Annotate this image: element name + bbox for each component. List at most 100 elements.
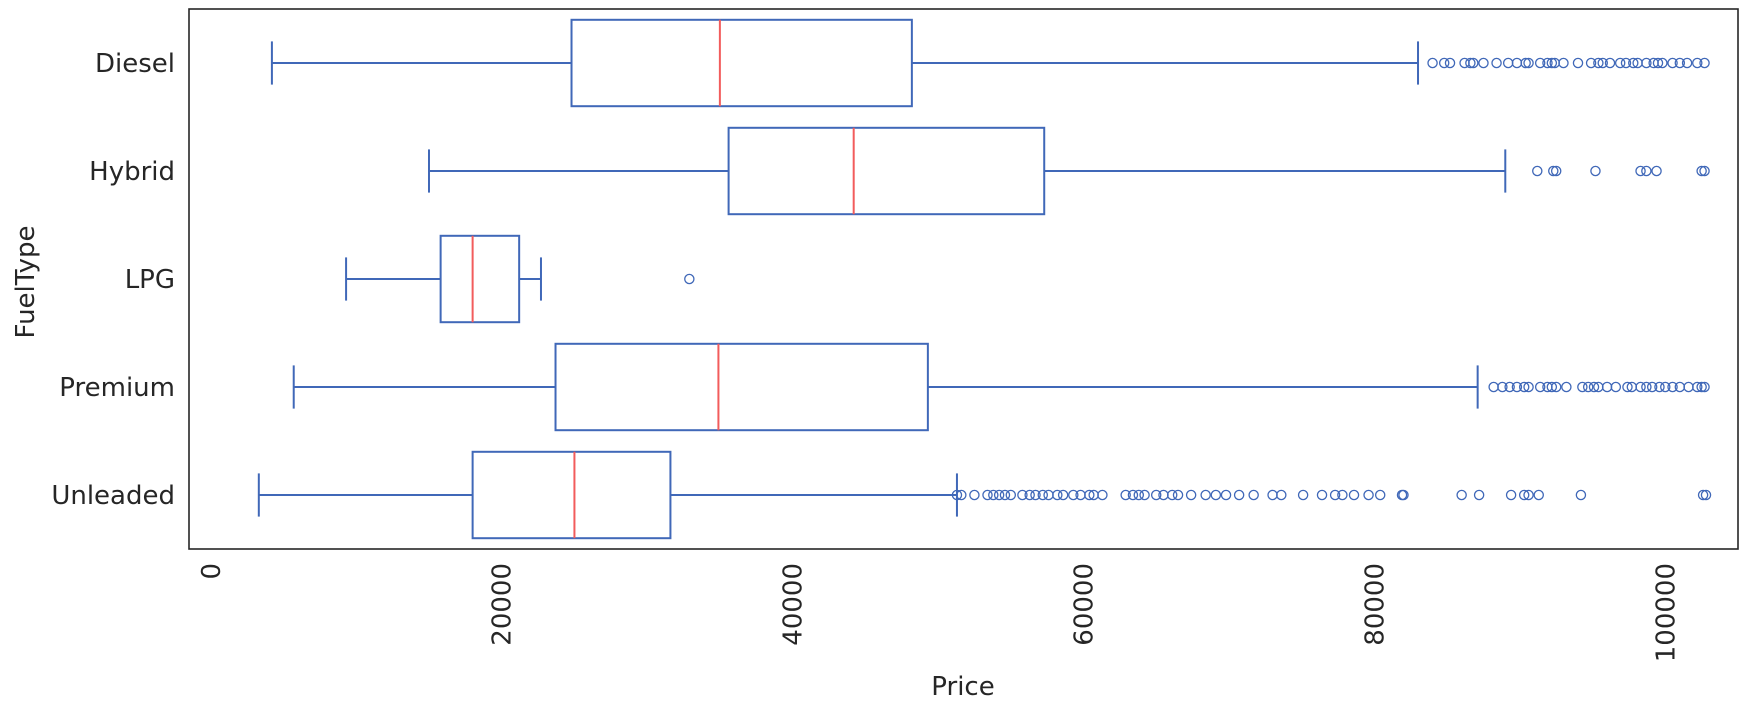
flier-unleaded — [1248, 489, 1259, 501]
x-tick-labels: 0 20000 40000 60000 80000 100000 — [197, 563, 1681, 662]
flier-diesel — [1604, 57, 1616, 69]
flier-premium — [1518, 381, 1530, 393]
flier-unleaded — [1024, 489, 1035, 501]
y-tick-label-premium: Premium — [59, 373, 175, 403]
flier-premium — [1534, 381, 1546, 393]
flier-unleaded — [1052, 489, 1063, 501]
flier-hybrid — [1548, 165, 1559, 177]
flier-diesel — [1546, 57, 1558, 69]
flier-unleaded — [1700, 489, 1712, 501]
y-tick-label-lpg: LPG — [125, 265, 175, 295]
box-lpg — [345, 234, 695, 324]
box-hybrid — [427, 126, 1710, 216]
flier-premium — [1660, 381, 1671, 393]
flier-diesel — [1427, 57, 1438, 69]
flier-unleaded — [1185, 489, 1197, 501]
flier-unleaded — [1297, 489, 1309, 501]
box-diesel — [270, 18, 1710, 108]
flier-premium — [1654, 381, 1665, 393]
flier-diesel — [1502, 57, 1514, 69]
flier-premium — [1577, 381, 1588, 393]
iqr-box-unleaded — [471, 450, 672, 540]
flier-hybrid — [1696, 165, 1707, 177]
flier-unleaded — [1337, 489, 1348, 501]
flier-diesel — [1620, 57, 1632, 69]
iqr-box-lpg — [439, 234, 521, 324]
flier-diesel — [1681, 57, 1693, 69]
flier-hybrid — [1641, 165, 1652, 177]
flier-diesel — [1641, 57, 1652, 69]
flier-premium — [1667, 381, 1678, 393]
flier-premium — [1546, 381, 1558, 393]
flier-unleaded — [1533, 489, 1544, 501]
x-axis-label: Price — [931, 672, 994, 702]
flier-diesel — [1444, 57, 1456, 69]
flier-unleaded — [1505, 489, 1517, 501]
flier-unleaded — [1133, 489, 1145, 501]
flier-lpg — [684, 273, 695, 285]
flier-hybrid — [1651, 165, 1662, 177]
flier-diesel — [1438, 57, 1450, 69]
flier-diesel — [1674, 57, 1686, 69]
flier-unleaded — [1210, 489, 1222, 501]
flier-premium — [1504, 381, 1515, 393]
flier-unleaded — [1233, 489, 1245, 501]
flier-diesel — [1614, 57, 1626, 69]
box-premium — [292, 342, 1710, 432]
flier-unleaded — [1139, 489, 1150, 501]
flier-diesel — [1628, 57, 1639, 69]
flier-premium — [1646, 381, 1658, 393]
flier-unleaded — [1473, 489, 1485, 501]
flier-diesel — [1558, 57, 1569, 69]
flier-unleaded — [1276, 489, 1287, 501]
iqr-box-premium — [554, 342, 929, 432]
flier-unleaded — [1523, 489, 1534, 501]
flier-unleaded — [956, 489, 967, 501]
flier-unleaded — [1030, 489, 1041, 501]
flier-diesel — [1468, 57, 1479, 69]
flier-diesel — [1597, 57, 1608, 69]
flier-unleaded — [969, 489, 980, 501]
flier-diesel — [1652, 57, 1664, 69]
y-tick-label-hybrid: Hybrid — [89, 157, 175, 187]
flier-premium — [1635, 381, 1646, 393]
flier-premium — [1550, 381, 1562, 393]
plot-frame — [188, 8, 1739, 550]
flier-diesel — [1699, 57, 1710, 69]
x-tick-label-40000: 40000 — [779, 563, 809, 646]
flier-diesel — [1542, 57, 1553, 69]
flier-premium — [1523, 381, 1534, 393]
flier-unleaded — [1150, 489, 1162, 501]
flier-unleaded — [1456, 489, 1467, 501]
flier-diesel — [1667, 57, 1678, 69]
flier-unleaded — [951, 489, 963, 501]
flier-premium — [1488, 381, 1499, 393]
flier-hybrid — [1699, 165, 1710, 177]
flier-unleaded — [1005, 489, 1017, 501]
flier-unleaded — [1329, 489, 1341, 501]
flier-unleaded — [1084, 489, 1095, 501]
flier-premium — [1696, 381, 1707, 393]
flier-diesel — [1520, 57, 1531, 69]
flier-unleaded — [993, 489, 1005, 501]
flier-diesel — [1491, 57, 1502, 69]
flier-premium — [1511, 381, 1523, 393]
y-axis-label: FuelType — [11, 226, 41, 339]
flier-diesel — [1534, 57, 1546, 69]
flier-unleaded — [988, 489, 999, 501]
flier-diesel — [1465, 57, 1476, 69]
flier-premium — [1699, 381, 1710, 393]
flier-premium — [1601, 381, 1613, 393]
y-tick-label-unleaded: Unleaded — [51, 481, 175, 511]
plot-area — [257, 18, 1712, 540]
flier-unleaded — [1363, 489, 1374, 501]
flier-hybrid — [1590, 165, 1601, 177]
flier-premium — [1683, 381, 1694, 393]
x-tick-label-100000: 100000 — [1651, 563, 1681, 662]
flier-unleaded — [1127, 489, 1139, 501]
iqr-box-diesel — [570, 18, 913, 108]
flier-diesel — [1657, 57, 1668, 69]
flier-premium — [1497, 381, 1508, 393]
y-tick-label-diesel: Diesel — [95, 49, 175, 79]
flier-premium — [1582, 381, 1594, 393]
